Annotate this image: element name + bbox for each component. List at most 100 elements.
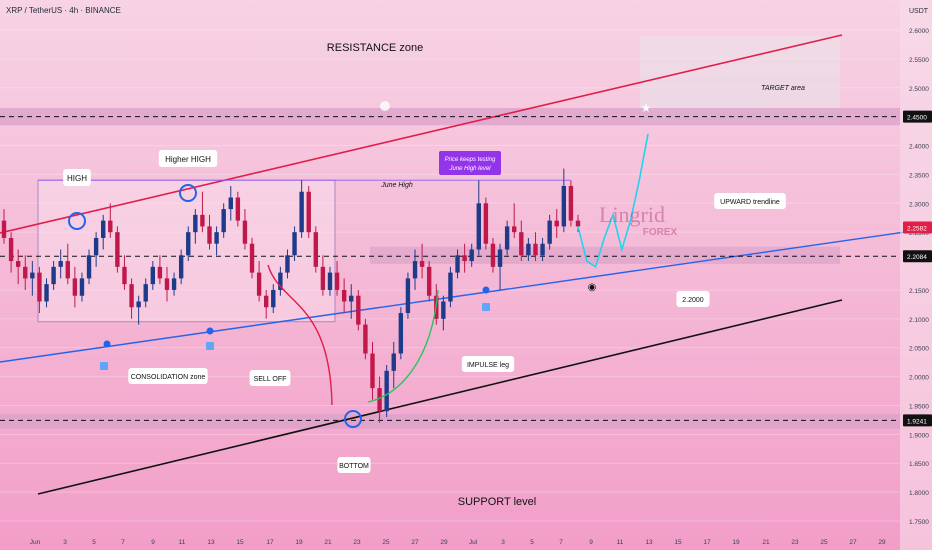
- arrow-up-icon: [482, 303, 490, 311]
- candle: [391, 341, 396, 389]
- label-june-high: June High: [380, 182, 413, 189]
- svg-text:Lingrid: Lingrid: [599, 202, 665, 227]
- candle: [412, 249, 418, 290]
- candle: [512, 203, 517, 238]
- candle: [349, 284, 354, 319]
- time-tick: 3: [63, 539, 67, 546]
- candle: [30, 261, 35, 296]
- time-tick: 23: [791, 539, 799, 546]
- svg-text:HIGH: HIGH: [67, 174, 87, 183]
- support-zone-band: [0, 414, 900, 429]
- touch-dot: [206, 327, 214, 335]
- down-arrow-icon: [380, 101, 390, 111]
- svg-text:Price keeps testing: Price keeps testing: [445, 157, 496, 163]
- time-tick: Jun: [30, 539, 41, 546]
- candle: [150, 261, 156, 290]
- time-tick: 15: [674, 539, 682, 546]
- candle: [554, 209, 559, 238]
- time-tick: 13: [207, 539, 215, 546]
- label-target-area: TARGET area: [761, 85, 805, 92]
- touch-dot: [103, 340, 111, 348]
- time-tick: 29: [440, 539, 448, 546]
- star-icon: ★: [641, 101, 652, 115]
- sell-off-arrow: [267, 264, 333, 406]
- candle: [334, 261, 340, 296]
- time-tick: 21: [324, 539, 332, 546]
- price-tick: 2.2500: [909, 230, 929, 237]
- candle: [79, 272, 85, 302]
- resistance-trendline[interactable]: [0, 34, 843, 234]
- candle: [8, 232, 14, 273]
- testing-note: Price keeps testing June High level: [439, 151, 501, 175]
- candle: [476, 180, 481, 256]
- time-tick: 15: [236, 539, 244, 546]
- price-tick: 1.8000: [909, 490, 929, 497]
- price-tag: 2.2084: [903, 250, 932, 263]
- svg-text:UPWARD trendline: UPWARD trendline: [720, 199, 780, 206]
- label-resistance-zone: RESISTANCE zone: [327, 42, 423, 54]
- candle: [193, 209, 198, 244]
- candle: [278, 266, 283, 296]
- svg-text:BOTTOM: BOTTOM: [339, 463, 369, 470]
- candle: [469, 243, 474, 267]
- label-consolidation-zone: CONSOLIDATION zone: [128, 368, 208, 384]
- candle: [313, 226, 319, 273]
- candle: [547, 214, 552, 250]
- candle: [568, 180, 574, 227]
- time-tick: 19: [295, 539, 303, 546]
- time-tick: 17: [266, 539, 274, 546]
- svg-text:IMPULSE leg: IMPULSE leg: [467, 362, 509, 369]
- arrow-up-icon: [206, 342, 214, 350]
- time-tick: 9: [151, 539, 155, 546]
- price-axis[interactable]: 2.6000 2.5500 2.5000 2.4000 2.3500 2.3000 2.25…: [900, 0, 932, 550]
- candle: [448, 266, 453, 308]
- time-axis[interactable]: Jun 3 5 7 9 11 13 15 17 19 21 23 25 27 29 Jul 3 5 7 9 11 13 15…: [30, 539, 886, 546]
- candle: [263, 289, 269, 319]
- candle: [214, 226, 219, 256]
- time-tick: 17: [703, 539, 711, 546]
- price-tick: 2.0000: [909, 375, 929, 382]
- grid-lines: [0, 29, 900, 522]
- candle: [136, 295, 141, 325]
- candle: [526, 237, 531, 262]
- svg-text:2.4500: 2.4500: [907, 115, 927, 122]
- candle: [51, 261, 56, 290]
- candle: [462, 243, 467, 273]
- candle: [285, 249, 290, 279]
- candle: [44, 278, 49, 308]
- candle: [377, 376, 382, 423]
- candle: [115, 226, 120, 273]
- support-trendline[interactable]: [37, 299, 843, 495]
- candle: [327, 266, 333, 296]
- candle: [384, 365, 389, 418]
- eye-icon: ◉: [588, 282, 597, 293]
- price-tag: 1.9241: [903, 414, 932, 427]
- time-tick: 7: [121, 539, 125, 546]
- candle: [398, 307, 404, 360]
- candle: [65, 243, 70, 285]
- candle: [129, 278, 134, 319]
- label-upward-trendline: UPWARD trendline: [714, 193, 786, 209]
- time-tick: 3: [501, 539, 505, 546]
- candle: [299, 180, 304, 238]
- touch-dot: [482, 286, 490, 294]
- price-tick: 1.9000: [909, 432, 929, 439]
- svg-text:FOREX: FOREX: [643, 227, 678, 238]
- impulse-arrow: [367, 289, 439, 403]
- label-sell-off: SELL OFF: [249, 370, 291, 386]
- candle: [363, 318, 368, 360]
- candle: [441, 295, 446, 331]
- candles: [1, 168, 581, 423]
- candle: [200, 191, 205, 233]
- candle: [497, 243, 503, 290]
- currency-label: USDT: [909, 8, 929, 15]
- candle: [221, 203, 226, 238]
- label-high: HIGH: [63, 169, 91, 186]
- mid-zone-band: [370, 246, 840, 264]
- svg-text:1.9241: 1.9241: [907, 418, 927, 425]
- arrow-up-icon: [100, 362, 108, 370]
- price-tick: 2.5500: [909, 57, 929, 64]
- candle: [58, 249, 63, 279]
- candle: [72, 266, 78, 308]
